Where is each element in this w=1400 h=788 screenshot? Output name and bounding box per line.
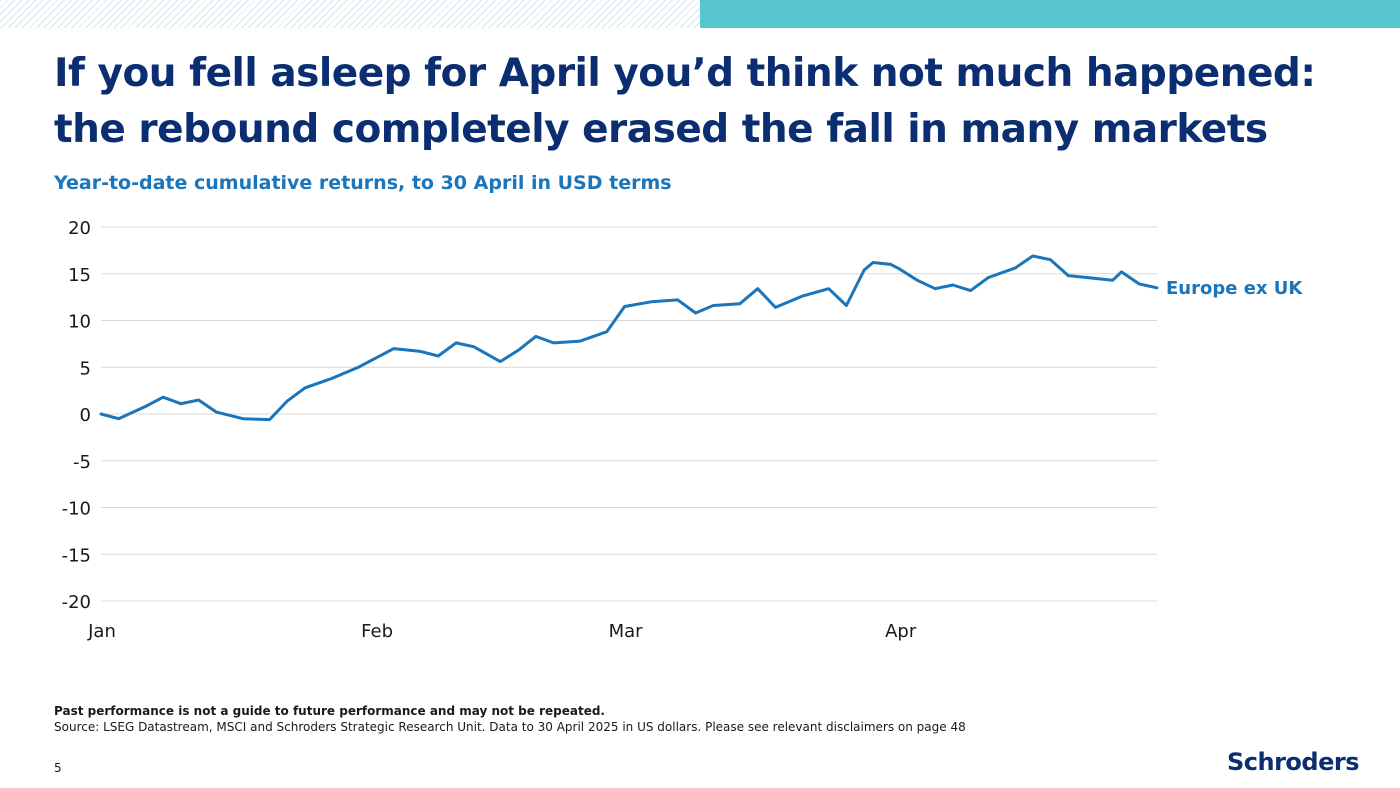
chart-subtitle: Year-to-date cumulative returns, to 30 A… xyxy=(54,172,672,194)
y-tick-label: 15 xyxy=(68,265,91,286)
x-tick-label: Mar xyxy=(609,621,644,642)
x-tick-label: Feb xyxy=(361,621,393,642)
x-axis-ticks: Jan Feb Mar Apr xyxy=(87,621,917,642)
chart-series-lines xyxy=(99,254,1159,422)
title-line-2: the rebound completely erased the fall i… xyxy=(54,107,1268,152)
series-line xyxy=(99,254,1159,422)
y-axis-ticks: 20 15 10 5 0 -5 -10 -15 -20 xyxy=(62,218,91,613)
y-tick-label: 5 xyxy=(80,358,91,379)
y-tick-label: -5 xyxy=(73,452,91,473)
header-accent-bar xyxy=(700,0,1400,28)
chart-grid xyxy=(101,226,1157,602)
page-title: If you fell asleep for April you’d think… xyxy=(54,46,1354,158)
y-tick-label: 20 xyxy=(68,218,91,239)
y-tick-label: 0 xyxy=(80,405,91,426)
performance-disclaimer: Past performance is not a guide to futur… xyxy=(54,704,605,718)
chart-series-labels: Europe ex UK xyxy=(1166,278,1303,299)
page-number: 5 xyxy=(54,761,62,775)
y-tick-label: 10 xyxy=(68,312,91,333)
x-tick-label: Apr xyxy=(885,621,917,642)
title-line-1: If you fell asleep for April you’d think… xyxy=(54,51,1316,96)
series-label: Europe ex UK xyxy=(1166,278,1303,299)
source-note: Source: LSEG Datastream, MSCI and Schrod… xyxy=(54,720,966,734)
x-tick-label: Jan xyxy=(87,621,116,642)
returns-line-chart: 20 15 10 5 0 -5 -10 -15 -20 Jan Feb Mar Apr Europe … xyxy=(62,218,1304,642)
y-tick-label: -10 xyxy=(62,499,91,520)
schroders-logo: Schroders xyxy=(1227,748,1360,776)
y-tick-label: -20 xyxy=(62,592,91,613)
footnote: Past performance is not a guide to futur… xyxy=(54,703,966,735)
header-hatch-band xyxy=(0,0,700,28)
y-tick-label: -15 xyxy=(62,545,91,566)
